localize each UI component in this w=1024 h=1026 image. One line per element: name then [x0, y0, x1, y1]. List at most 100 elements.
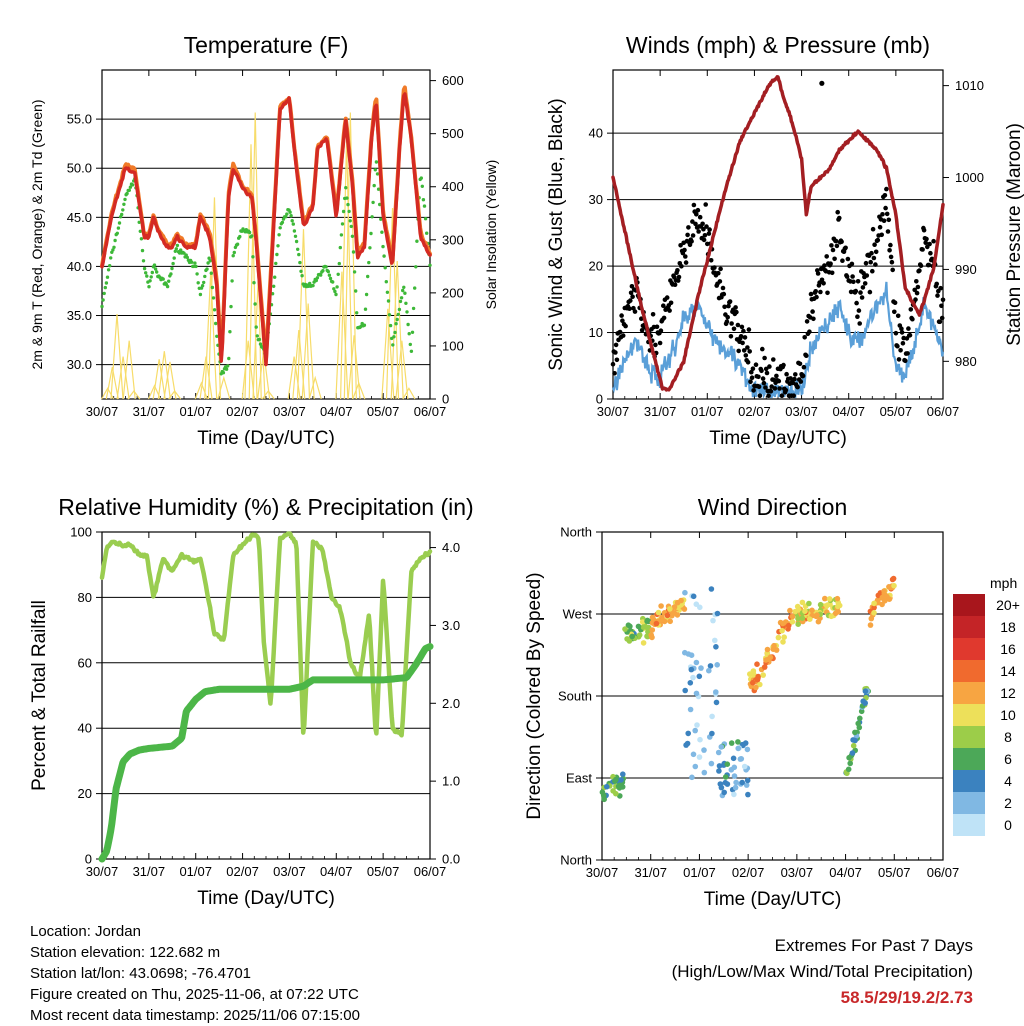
y-tick-label: 80: [78, 590, 92, 605]
gust-point: [877, 224, 883, 230]
dewpoint-point: [341, 209, 346, 214]
direction-point: [832, 610, 839, 617]
y2-tick-label: 4.0: [442, 540, 460, 555]
gust-point: [777, 386, 782, 391]
direction-point: [716, 768, 722, 774]
gust-point: [879, 232, 884, 238]
gust-point: [783, 388, 789, 393]
gust-point: [929, 256, 935, 262]
gust-point: [767, 364, 772, 369]
dewpoint-point: [368, 246, 372, 250]
colorbar-label: 14: [1000, 663, 1016, 679]
direction-point: [871, 604, 877, 611]
direction-point: [799, 599, 806, 606]
sonic-wind-line: [611, 281, 945, 399]
gust-point: [697, 214, 703, 220]
colorbar-swatch: [953, 814, 985, 836]
dewpoint-point: [165, 284, 170, 289]
dewpoint-point: [374, 160, 379, 164]
y2-axis-label: Solar Insolation (Yellow): [483, 160, 499, 310]
direction-point: [741, 763, 748, 770]
humidity-precip-panel: 30/07 31/07 01/07 02/07 03/07 04/07 05/07 06/07…: [29, 494, 474, 909]
gust-point: [716, 270, 721, 276]
solar-insolation-spike: [347, 335, 361, 400]
gust-point: [934, 281, 939, 287]
gust-point: [764, 370, 770, 376]
gust-point: [707, 227, 712, 232]
dewpoint-point: [401, 288, 405, 293]
gust-point: [712, 265, 717, 270]
dewpoint-point: [272, 284, 276, 288]
direction-point: [690, 593, 697, 600]
gust-point: [724, 319, 730, 324]
gust-point: [749, 369, 754, 375]
gust-point: [801, 364, 807, 370]
direction-point: [694, 722, 700, 728]
direction-point: [850, 742, 857, 749]
direction-point: [735, 745, 741, 752]
dewpoint-point: [280, 220, 285, 225]
dewpoint-point: [396, 312, 400, 317]
direction-point: [696, 754, 703, 760]
direction-point: [744, 746, 751, 753]
y-tick-label: 30: [589, 192, 603, 207]
dewpoint-point: [140, 248, 145, 253]
gust-point: [918, 263, 924, 269]
dewpoint-point: [125, 191, 129, 196]
y2-tick-label: 3.0: [442, 618, 460, 633]
gust-point: [743, 353, 749, 358]
dewpoint-point: [120, 212, 124, 217]
direction-point: [622, 626, 628, 632]
gust-point: [766, 393, 771, 399]
colorbar-swatch: [953, 660, 985, 682]
dewpoint-point: [112, 245, 116, 249]
direction-point: [636, 632, 643, 638]
gust-point: [833, 238, 839, 244]
dewpoint-point: [205, 267, 209, 271]
y-tick-label: South: [558, 689, 592, 704]
gust-point: [895, 343, 900, 349]
gust-point: [693, 221, 698, 227]
gust-point: [726, 303, 731, 309]
dewpoint-point: [108, 264, 112, 268]
x-tick-label: 30/07: [586, 865, 619, 880]
gust-point: [926, 262, 932, 268]
gust-point: [908, 307, 914, 312]
gust-point: [907, 332, 913, 338]
gust-point: [828, 261, 833, 267]
gust-point: [700, 221, 705, 227]
direction-point: [620, 771, 626, 777]
direction-point: [728, 767, 735, 773]
y-tick-label: 20: [78, 786, 92, 801]
gust-point: [938, 285, 943, 291]
direction-point: [690, 751, 697, 758]
x-axis-label: Time (Day/UTC): [704, 889, 842, 910]
extremes-subtitle: (High/Low/Max Wind/Total Precipitation): [671, 962, 973, 981]
x-tick-label: 06/07: [927, 865, 960, 880]
dewpoint-point: [175, 243, 180, 248]
direction-point: [834, 595, 841, 602]
gust-point: [620, 318, 625, 324]
dewpoint-point: [139, 237, 144, 241]
gust-point: [759, 368, 764, 374]
gust-point: [810, 309, 815, 314]
x-tick-label: 03/07: [785, 404, 818, 419]
gust-point: [824, 254, 829, 259]
gust-point: [610, 361, 616, 367]
dewpoint-point: [292, 229, 297, 233]
direction-point: [618, 783, 624, 790]
colorbar-label: 16: [1000, 641, 1016, 657]
direction-point: [627, 623, 633, 630]
dewpoint-point: [253, 302, 257, 306]
solar-insolation-spike: [199, 356, 213, 400]
direction-point: [750, 679, 756, 686]
direction-point: [697, 736, 703, 743]
gust-point: [873, 249, 879, 255]
colorbar-label: 0: [1004, 817, 1012, 833]
gust-point: [829, 243, 834, 248]
dewpoint-point: [122, 202, 126, 206]
dewpoint-point: [148, 279, 152, 283]
dewpoint-point: [116, 226, 121, 230]
gust-point: [920, 247, 925, 252]
direction-point: [650, 616, 657, 623]
